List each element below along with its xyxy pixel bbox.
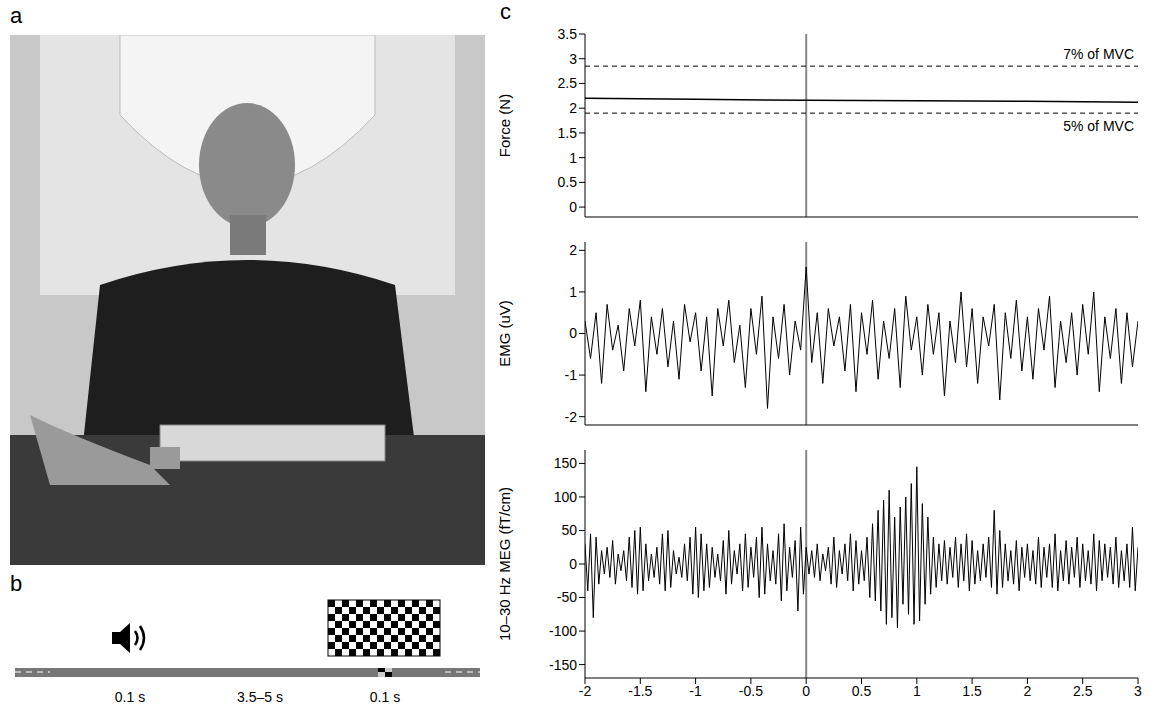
svg-text:3.5–5 s: 3.5–5 s	[237, 689, 283, 705]
svg-text:2.5: 2.5	[558, 75, 578, 91]
svg-text:0: 0	[802, 683, 810, 699]
svg-text:10–30 Hz MEG (fT/cm): 10–30 Hz MEG (fT/cm)	[496, 487, 513, 641]
svg-text:0: 0	[569, 556, 577, 572]
svg-text:0.1 s: 0.1 s	[370, 689, 400, 705]
svg-text:-0.5: -0.5	[739, 683, 763, 699]
svg-text:1: 1	[913, 683, 921, 699]
svg-text:-50: -50	[557, 589, 577, 605]
svg-text:3: 3	[569, 51, 577, 67]
svg-text:100: 100	[554, 489, 578, 505]
svg-text:3: 3	[1134, 683, 1142, 699]
svg-text:-1: -1	[689, 683, 702, 699]
svg-text:0.1 s: 0.1 s	[115, 689, 145, 705]
svg-text:-150: -150	[549, 657, 577, 673]
svg-text:2.5: 2.5	[1073, 683, 1093, 699]
svg-text:0: 0	[569, 199, 577, 215]
html-text:c: c	[500, 0, 511, 24]
svg-text:EMG (uV): EMG (uV)	[496, 300, 513, 367]
svg-text:1.5: 1.5	[558, 125, 578, 141]
html-text:a: a	[10, 3, 23, 28]
svg-text:Force (N): Force (N)	[496, 94, 513, 157]
svg-text:2: 2	[569, 100, 577, 116]
svg-text:150: 150	[554, 455, 578, 471]
svg-text:7% of MVC: 7% of MVC	[1063, 46, 1134, 62]
svg-text:3.5: 3.5	[558, 26, 578, 42]
svg-text:5% of MVC: 5% of MVC	[1063, 118, 1134, 134]
svg-text:-1.5: -1.5	[628, 683, 652, 699]
svg-text:-2: -2	[565, 409, 578, 425]
html-text:b: b	[10, 571, 23, 596]
svg-text:2: 2	[569, 242, 577, 258]
svg-text:-2: -2	[579, 683, 592, 699]
svg-text:-1: -1	[565, 367, 578, 383]
svg-text:0.5: 0.5	[558, 174, 578, 190]
svg-text:1.5: 1.5	[962, 683, 982, 699]
svg-text:-100: -100	[549, 623, 577, 639]
svg-text:50: 50	[561, 522, 577, 538]
svg-text:1: 1	[569, 150, 577, 166]
svg-text:0: 0	[569, 325, 577, 341]
svg-text:0.5: 0.5	[852, 683, 872, 699]
svg-text:1: 1	[569, 284, 577, 300]
svg-text:2: 2	[1024, 683, 1032, 699]
